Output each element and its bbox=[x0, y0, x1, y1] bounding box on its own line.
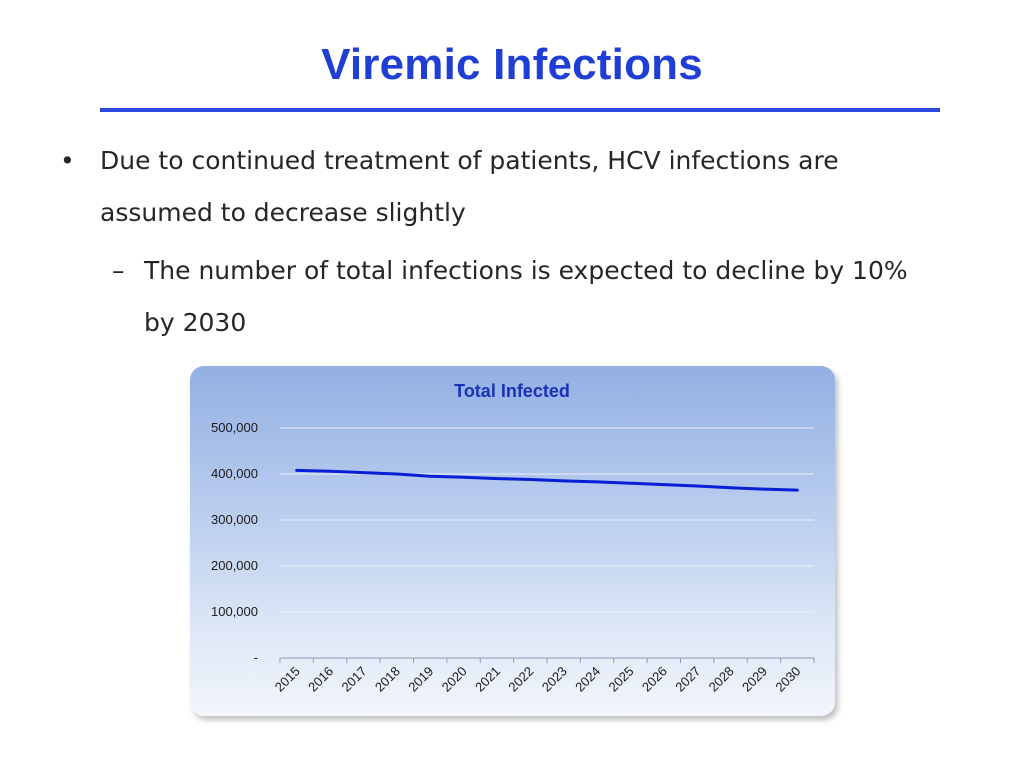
y-tick-label: 200,000 bbox=[211, 558, 258, 573]
y-tick-label: 300,000 bbox=[211, 512, 258, 527]
bullet-marker: • bbox=[60, 146, 75, 175]
x-tick-label: 2028 bbox=[706, 664, 737, 695]
series-layer bbox=[295, 468, 799, 492]
x-tick-label: 2029 bbox=[739, 664, 770, 695]
y-tick-label: 500,000 bbox=[211, 420, 258, 435]
x-tick-label: 2020 bbox=[439, 664, 470, 695]
sub-bullet-text: The number of total infections is expect… bbox=[144, 256, 908, 337]
x-tick-label: 2030 bbox=[772, 664, 803, 695]
x-tick-label: 2025 bbox=[606, 664, 637, 695]
y-tick-label: 100,000 bbox=[211, 604, 258, 619]
x-tick-label: 2027 bbox=[672, 664, 703, 695]
x-tick-label: 2015 bbox=[272, 664, 303, 695]
title-divider bbox=[100, 108, 940, 112]
gridlines bbox=[280, 427, 814, 613]
x-tick-label: 2017 bbox=[339, 664, 370, 695]
series-line bbox=[295, 468, 799, 492]
chart-panel: Total Infected 500,000 400,000 300,000 200,… bbox=[190, 366, 835, 716]
x-tick-label: 2024 bbox=[572, 664, 603, 695]
x-tick-label: 2023 bbox=[539, 664, 570, 695]
x-tick-label: 2018 bbox=[372, 664, 403, 695]
sub-bullet-marker: – bbox=[112, 256, 125, 285]
bullet-text: Due to continued treatment of patients, … bbox=[100, 146, 839, 227]
x-tick-label: 2021 bbox=[472, 664, 503, 695]
x-tick-label: 2022 bbox=[505, 664, 536, 695]
y-axis-ticks: 500,000 400,000 300,000 200,000 100,000 - bbox=[211, 420, 258, 665]
x-axis: 2015 2016 2017 2018 2019 2020 2021 2022 2023 2024… bbox=[272, 657, 815, 695]
x-tick-label: 2019 bbox=[405, 664, 436, 695]
slide-title: Viremic Infections bbox=[321, 40, 703, 89]
chart-title: Total Infected bbox=[454, 381, 570, 401]
y-tick-label: - bbox=[254, 650, 258, 665]
x-tick-label: 2016 bbox=[305, 664, 336, 695]
line-chart: Total Infected 500,000 400,000 300,000 200,… bbox=[211, 381, 815, 695]
x-tick-label: 2026 bbox=[639, 664, 670, 695]
y-tick-label: 400,000 bbox=[211, 466, 258, 481]
